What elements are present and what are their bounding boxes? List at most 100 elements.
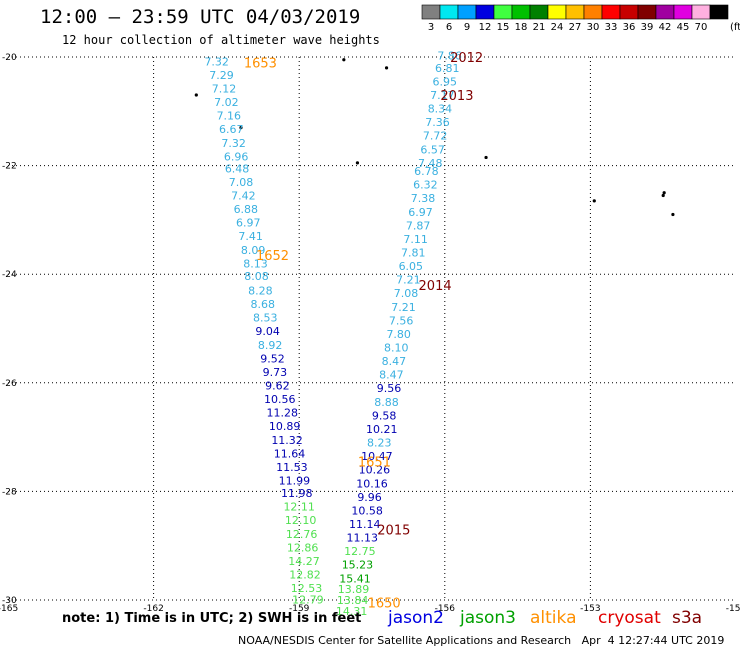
legend-swatch: [601, 4, 621, 20]
wave-height-label: 9.73: [263, 366, 288, 379]
wave-height-label: 10.58: [351, 504, 383, 517]
wave-height-label: 7.21: [396, 274, 421, 287]
wave-height-label: 8.92: [258, 339, 283, 352]
chart-subtitle: 12 hour collection of altimeter wave hei…: [62, 33, 380, 47]
wave-height-label: 6.97: [236, 217, 261, 230]
x-tick-label: -153: [580, 604, 600, 614]
legend-label: 24: [551, 22, 564, 33]
legend-swatch: [475, 4, 495, 20]
pass-time-label: 2013: [440, 89, 473, 104]
wave-height-label: 6.32: [413, 179, 438, 192]
wave-height-label: 11.14: [349, 518, 381, 531]
wave-height-label: 9.96: [357, 491, 382, 504]
legend-label: 12: [479, 22, 492, 33]
wave-height-label: 6.57: [420, 143, 445, 156]
y-tick-label: -26: [2, 379, 17, 389]
legend-label: 15: [497, 22, 510, 33]
wave-height-label: 15.23: [342, 559, 374, 572]
wave-height-label: 12.79: [292, 593, 324, 606]
legend-swatch: [511, 4, 531, 20]
wave-height-label: 7.12: [212, 82, 237, 95]
wave-height-label: 14.27: [288, 555, 320, 568]
wave-height-label: 10.47: [361, 450, 393, 463]
wave-height-label: 6.88: [234, 203, 259, 216]
wave-height-label: 7.87: [406, 219, 431, 232]
legend-swatch: [709, 4, 729, 20]
wave-height-label: 10.56: [264, 393, 296, 406]
wave-height-label: 8.68: [251, 298, 276, 311]
wave-height-label: 7.16: [217, 110, 242, 123]
wave-height-label: 11.53: [276, 461, 308, 474]
wave-height-label: 8.10: [384, 342, 409, 355]
x-tick-label: -150: [726, 604, 740, 614]
pass-time-label: 2015: [377, 523, 410, 538]
wave-height-label: 9.62: [265, 380, 290, 393]
wave-height-label: 11.99: [279, 475, 311, 488]
legend-swatch: [493, 4, 513, 20]
pass-time-label: 1652: [256, 249, 289, 264]
island-marker: [592, 199, 596, 203]
wave-height-label: 9.58: [372, 409, 397, 422]
wave-height-label: 12.82: [289, 568, 321, 581]
satellite-jason2: jason2: [388, 608, 444, 628]
wave-height-label: 14.31: [336, 605, 368, 618]
island-marker: [384, 66, 389, 70]
satellite-altika: altika: [530, 608, 577, 628]
legend-swatch: [457, 4, 477, 20]
legend-swatch: [421, 4, 441, 20]
wave-height-label: 7.36: [425, 116, 450, 129]
pass-time-label: 2014: [419, 279, 452, 294]
y-tick-label: -22: [2, 162, 17, 172]
island-marker: [671, 212, 675, 217]
legend-swatch: [673, 4, 693, 20]
legend-swatch: [529, 4, 549, 20]
satellite-s3a: s3a: [672, 608, 703, 628]
wave-height-label: 8.13: [243, 257, 268, 270]
legend-label: 6: [446, 22, 452, 33]
wave-height-label: 8.53: [253, 312, 278, 325]
wave-height-label: 7.56: [389, 314, 414, 327]
island-marker: [662, 191, 666, 195]
wave-height-label: 7.02: [214, 96, 239, 109]
wave-height-label: 12.11: [283, 501, 315, 514]
wave-height-label: 10.26: [359, 464, 391, 477]
wave-height-label: 6.67: [219, 123, 244, 136]
legend-label: 33: [605, 22, 618, 33]
x-tick-label: -162: [143, 604, 163, 614]
wave-height-label: 7.86: [437, 49, 462, 62]
legend-label: 3: [428, 22, 434, 33]
wave-height-label: 8.09: [241, 244, 266, 257]
y-tick-label: -30: [2, 596, 17, 606]
wave-height-label: 8.34: [428, 103, 453, 116]
wave-height-label: 7.80: [386, 328, 411, 341]
wave-height-label: 7.41: [238, 230, 263, 243]
wave-height-label: 7.38: [411, 192, 436, 205]
satellite-cryosat: cryosat: [598, 608, 661, 628]
wave-height-label: 9.56: [377, 382, 402, 395]
legend-label: 18: [515, 22, 528, 33]
legend-label: 39: [641, 22, 654, 33]
chart-title: 12:00 — 23:59 UTC 04/03/2019: [40, 6, 361, 28]
wave-height-label: 11.64: [274, 447, 306, 460]
y-tick-label: -24: [2, 270, 17, 280]
footer-note: note: 1) Time is in UTC; 2) SWH is in fe…: [62, 611, 362, 626]
wave-height-label: 11.98: [281, 487, 313, 500]
wave-height-label: 7.72: [423, 130, 448, 143]
legend-label: 42: [659, 22, 672, 33]
wave-height-label: 12.86: [287, 541, 319, 554]
wave-height-label: 7.21: [391, 301, 416, 314]
wave-height-label: 7.17: [430, 89, 455, 102]
wave-height-label: 7.11: [403, 233, 428, 246]
legend-swatch: [439, 4, 459, 20]
wave-height-label: 7.42: [231, 189, 256, 202]
wave-height-label: 9.52: [260, 352, 285, 365]
wave-height-label: 8.47: [382, 355, 407, 368]
y-tick-label: -20: [2, 53, 17, 63]
legend-swatch: [655, 4, 675, 20]
island-marker: [484, 155, 488, 160]
wave-height-label: 7.32: [221, 137, 246, 150]
y-tick-label: -28: [2, 487, 17, 497]
island-marker: [239, 125, 243, 130]
wave-height-label: 8.47: [379, 369, 404, 382]
